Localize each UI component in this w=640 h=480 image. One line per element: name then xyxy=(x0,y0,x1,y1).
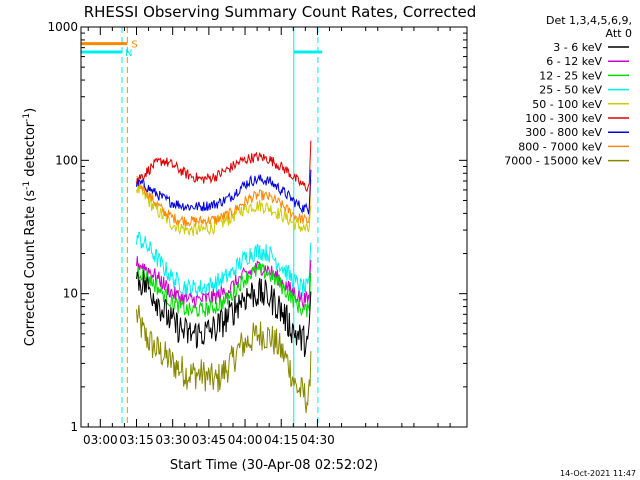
y-tick-label-3: 1000 xyxy=(47,20,78,34)
legend-header-detectors: Det 1,3,4,5,6,9, xyxy=(546,14,632,27)
y-axis-label-sup: -1 xyxy=(22,181,32,190)
footer-timestamp: 14-Oct-2021 11:47 xyxy=(560,469,636,478)
x-tick-label-5: 04:15 xyxy=(264,433,299,447)
legend-label-1: 6 - 12 keV xyxy=(546,55,602,68)
plot-frame xyxy=(80,26,468,428)
x-tick-label-3: 03:45 xyxy=(192,433,227,447)
saa-marker-label: S xyxy=(131,40,137,51)
series-line-3 xyxy=(136,231,312,298)
y-axis-label-end: ) xyxy=(23,108,38,113)
legend-label-8: 7000 - 15000 keV xyxy=(504,155,602,168)
y-tick-label-2: 100 xyxy=(55,153,78,167)
legend-header-attenuator: Att 0 xyxy=(606,27,632,40)
y-tick-label-1: 10 xyxy=(63,287,78,301)
y-tick-label-0: 1 xyxy=(70,420,78,434)
x-tick-label-4: 04:00 xyxy=(228,433,263,447)
series-line-5 xyxy=(136,140,312,193)
legend-label-6: 300 - 800 keV xyxy=(525,126,602,139)
night-marker-label: N xyxy=(125,48,132,59)
x-tick-label-2: 03:30 xyxy=(155,433,190,447)
x-axis-label: Start Time (30-Apr-08 02:52:02) xyxy=(170,458,378,473)
legend-label-3: 25 - 50 keV xyxy=(539,84,602,97)
x-tick-label-1: 03:15 xyxy=(119,433,154,447)
x-tick-label-0: 03:00 xyxy=(83,433,118,447)
legend-label-2: 12 - 25 keV xyxy=(539,69,602,82)
y-axis-label-mid: detector xyxy=(23,121,38,181)
chart-title: RHESSI Observing Summary Count Rates, Co… xyxy=(84,3,477,21)
series-line-7 xyxy=(136,176,312,227)
legend-label-5: 100 - 300 keV xyxy=(525,112,602,125)
legend-label-0: 3 - 6 keV xyxy=(553,41,602,54)
legend-label-7: 800 - 7000 keV xyxy=(518,140,602,153)
axes: 1 10 100 1000 03:00 03:15 03:30 03:45 04:00 04:15… xyxy=(47,20,467,447)
series-line-4 xyxy=(136,184,312,237)
series-line-2 xyxy=(136,263,312,318)
y-axis-label-sup2: -1 xyxy=(22,113,32,122)
plot-area: NS xyxy=(81,27,323,427)
series-line-0 xyxy=(136,270,312,358)
y-axis-label: Corrected Count Rate (s-1 detector-1) xyxy=(22,108,38,346)
y-axis-label-main: Corrected Count Rate (s xyxy=(23,190,38,347)
x-tick-label-6: 04:30 xyxy=(300,433,335,447)
series-line-8 xyxy=(136,304,312,414)
series-line-6 xyxy=(136,169,312,215)
legend-label-4: 50 - 100 keV xyxy=(532,98,602,111)
series-line-1 xyxy=(136,256,312,308)
